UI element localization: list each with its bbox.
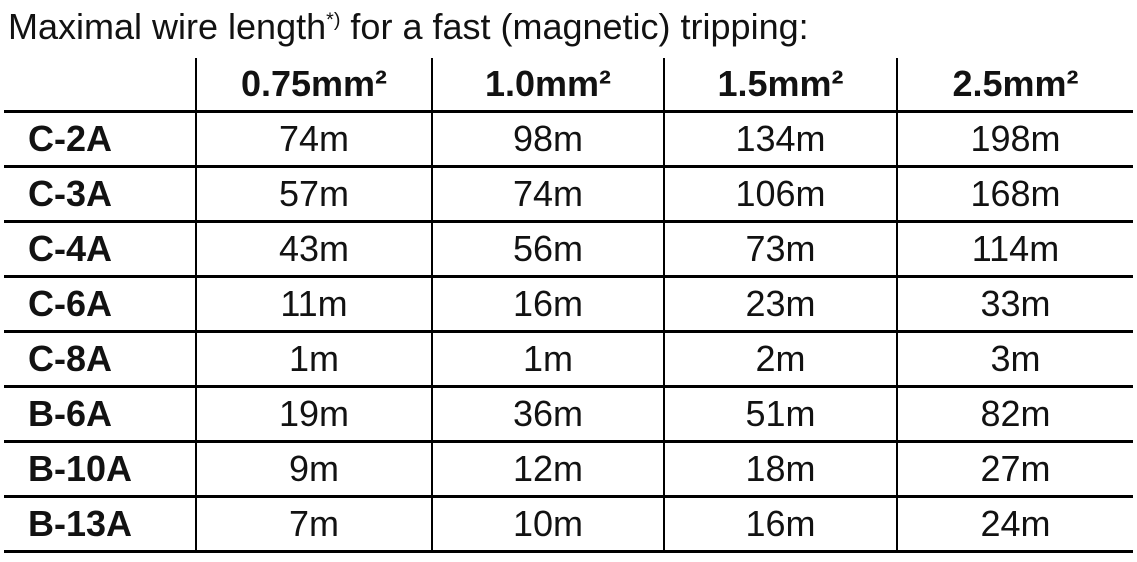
table-title: Maximal wire length*) for a fast (magnet…	[8, 6, 809, 48]
row-header: C-2A	[4, 111, 196, 168]
wire-length-cell: 56m	[431, 221, 664, 278]
wire-length-cell: 24m	[896, 496, 1133, 553]
title-footnote-marker: *)	[326, 9, 341, 31]
wire-length-cell: 27m	[896, 441, 1133, 498]
wire-length-cell: 2m	[663, 331, 897, 388]
wire-length-cell: 7m	[195, 496, 432, 553]
wire-length-cell: 1m	[195, 331, 432, 388]
wire-length-cell: 114m	[896, 221, 1133, 278]
wire-length-cell: 18m	[663, 441, 897, 498]
row-header: B-13A	[4, 496, 196, 553]
wire-length-cell: 74m	[431, 166, 664, 223]
wire-length-cell: 198m	[896, 111, 1133, 168]
wire-length-table: 0.75mm² 1.0mm² 1.5mm² 2.5mm² C-2A 74m 98…	[4, 58, 1133, 553]
wire-length-cell: 168m	[896, 166, 1133, 223]
header-row: 0.75mm² 1.0mm² 1.5mm² 2.5mm²	[4, 58, 1133, 113]
row-header: B-10A	[4, 441, 196, 498]
corner-cell	[4, 58, 196, 113]
wire-length-cell: 9m	[195, 441, 432, 498]
wire-length-cell: 11m	[195, 276, 432, 333]
table-row-c-4a: C-4A 43m 56m 73m 114m	[4, 221, 1133, 278]
wire-length-cell: 1m	[431, 331, 664, 388]
wire-length-cell: 98m	[431, 111, 664, 168]
table-row-c-8a: C-8A 1m 1m 2m 3m	[4, 331, 1133, 388]
table-row-b-13a: B-13A 7m 10m 16m 24m	[4, 496, 1133, 553]
row-header: C-4A	[4, 221, 196, 278]
row-header: B-6A	[4, 386, 196, 443]
wire-length-cell: 12m	[431, 441, 664, 498]
title-text: Maximal wire length	[8, 6, 327, 47]
row-header: C-8A	[4, 331, 196, 388]
row-header: C-3A	[4, 166, 196, 223]
wire-length-cell: 43m	[195, 221, 432, 278]
wire-length-cell: 33m	[896, 276, 1133, 333]
wire-length-cell: 73m	[663, 221, 897, 278]
table-row-b-10a: B-10A 9m 12m 18m 27m	[4, 441, 1133, 498]
column-header-1-5mm2: 1.5mm²	[663, 58, 897, 113]
title-text-suffix: for a fast (magnetic) tripping:	[340, 6, 809, 47]
wire-length-cell: 57m	[195, 166, 432, 223]
wire-length-cell: 74m	[195, 111, 432, 168]
wire-length-cell: 82m	[896, 386, 1133, 443]
wire-length-cell: 16m	[663, 496, 897, 553]
wire-length-cell: 36m	[431, 386, 664, 443]
table-row-c-2a: C-2A 74m 98m 134m 198m	[4, 111, 1133, 168]
row-header: C-6A	[4, 276, 196, 333]
wire-length-cell: 23m	[663, 276, 897, 333]
column-header-0-75mm2: 0.75mm²	[195, 58, 432, 113]
wire-length-cell: 3m	[896, 331, 1133, 388]
wire-length-cell: 51m	[663, 386, 897, 443]
wire-length-cell: 16m	[431, 276, 664, 333]
column-header-2-5mm2: 2.5mm²	[896, 58, 1133, 113]
table-row-c-3a: C-3A 57m 74m 106m 168m	[4, 166, 1133, 223]
column-header-1-0mm2: 1.0mm²	[431, 58, 664, 113]
table-row-b-6a: B-6A 19m 36m 51m 82m	[4, 386, 1133, 443]
wire-length-cell: 10m	[431, 496, 664, 553]
wire-length-cell: 19m	[195, 386, 432, 443]
table-row-c-6a: C-6A 11m 16m 23m 33m	[4, 276, 1133, 333]
wire-length-cell: 106m	[663, 166, 897, 223]
wire-length-cell: 134m	[663, 111, 897, 168]
